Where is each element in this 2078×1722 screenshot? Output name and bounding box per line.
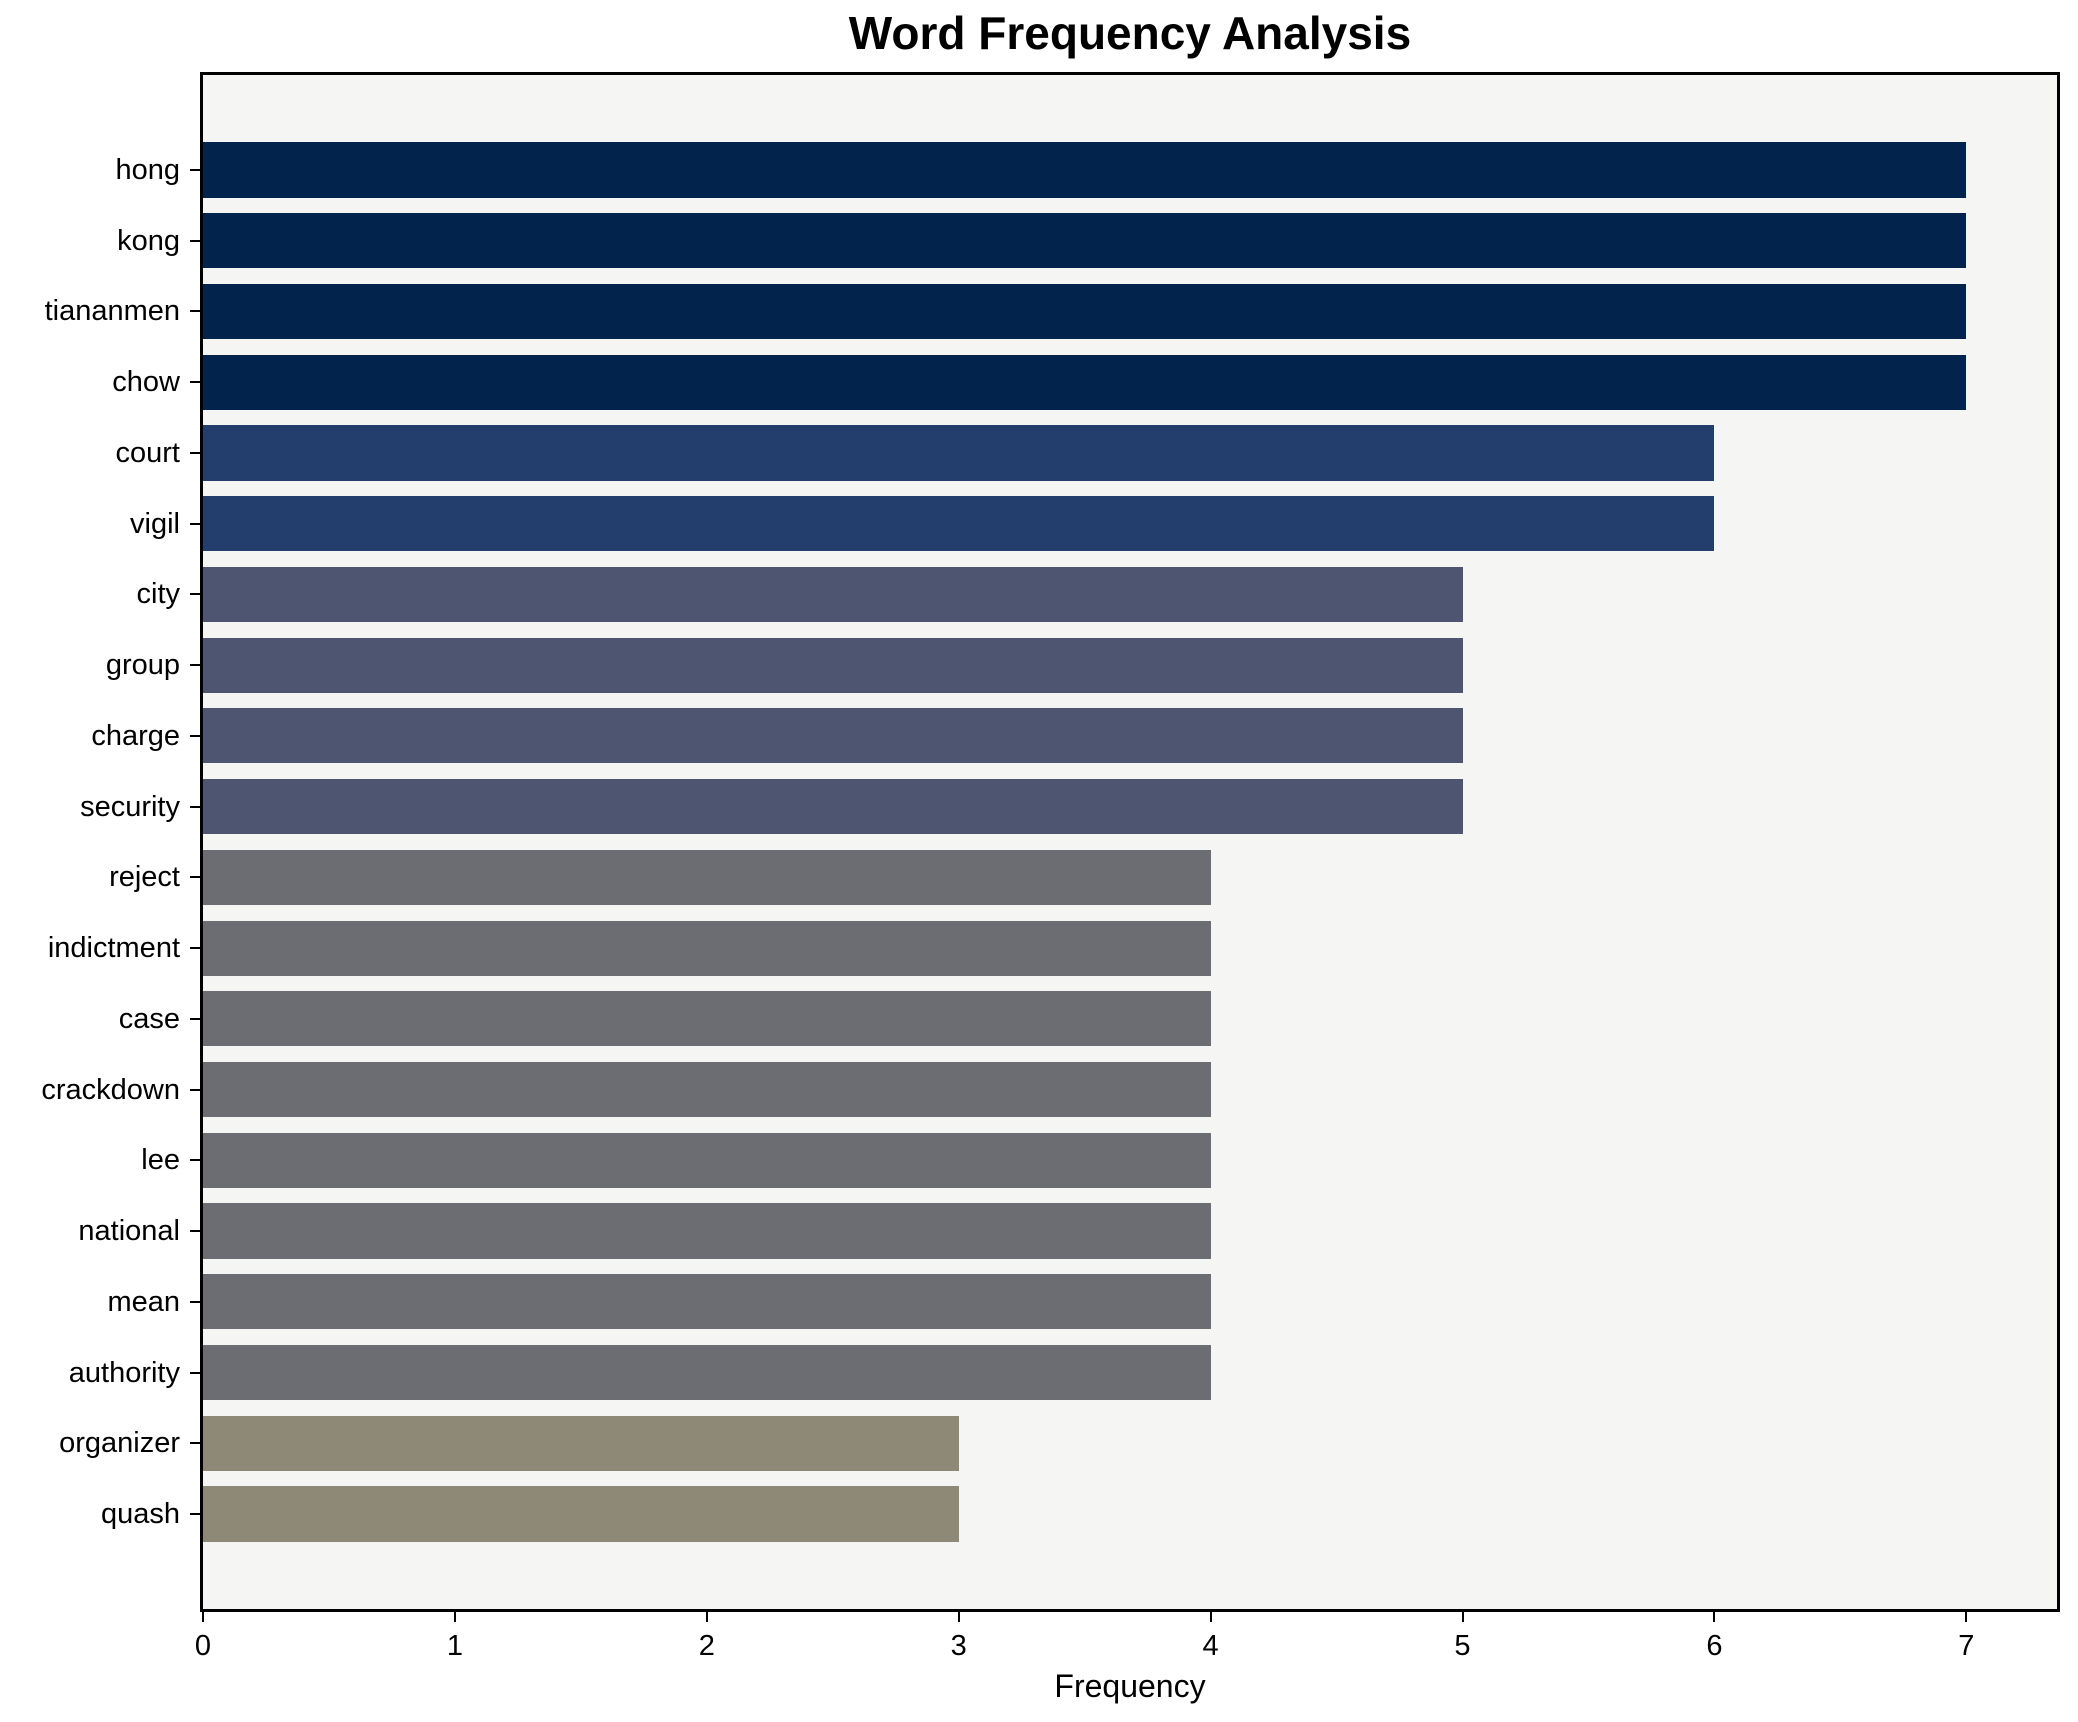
bar <box>203 708 1463 764</box>
y-tick-mark <box>190 1230 200 1233</box>
x-tick-label: 1 <box>446 1630 463 1662</box>
bar <box>203 354 1967 410</box>
y-tick-label: crackdown <box>41 1073 180 1106</box>
y-tick-mark <box>190 522 200 525</box>
y-tick-mark <box>190 947 200 950</box>
bar <box>203 142 1967 198</box>
y-tick-mark <box>190 805 200 808</box>
x-tick-label: 2 <box>698 1630 715 1662</box>
bar <box>203 637 1463 693</box>
y-tick-label: case <box>118 1002 180 1035</box>
y-tick-mark <box>190 734 200 737</box>
y-tick-label: charge <box>91 719 180 752</box>
y-tick-mark <box>190 1017 200 1020</box>
y-tick-label: lee <box>141 1144 180 1177</box>
y-tick-label: tiananmen <box>44 295 180 328</box>
y-tick-mark <box>190 1442 200 1445</box>
y-tick-mark <box>190 1513 200 1515</box>
bar <box>203 1344 1211 1401</box>
y-tick-label: indictment <box>47 932 180 965</box>
x-tick-mark <box>202 1612 204 1622</box>
y-tick-mark <box>190 1088 200 1091</box>
y-tick-label: organizer <box>59 1427 180 1460</box>
bar <box>203 1486 959 1542</box>
x-tick-label: 7 <box>1958 1630 1975 1662</box>
x-tick-label: 4 <box>1202 1630 1219 1662</box>
y-tick-label: city <box>136 578 181 611</box>
y-tick-label: reject <box>109 861 180 894</box>
x-tick-mark <box>705 1612 708 1622</box>
bar <box>203 213 1967 269</box>
x-tick-mark <box>1713 1612 1716 1622</box>
y-tick-label: group <box>105 649 180 682</box>
y-tick-mark <box>190 1371 200 1374</box>
bar <box>203 566 1463 622</box>
bar <box>203 920 1211 976</box>
y-tick-mark <box>190 451 200 454</box>
y-tick-mark <box>190 876 200 879</box>
bar <box>203 425 1715 481</box>
y-tick-mark <box>190 1300 200 1303</box>
bar <box>203 779 1463 835</box>
y-tick-label: quash <box>100 1498 180 1530</box>
bar <box>203 1203 1211 1259</box>
y-tick-label: security <box>80 790 180 823</box>
y-tick-label: chow <box>112 366 180 399</box>
bar <box>203 1415 959 1471</box>
x-tick-label: 3 <box>950 1630 967 1662</box>
y-tick-label: authority <box>68 1356 180 1389</box>
y-tick-mark <box>190 310 200 313</box>
y-tick-mark <box>190 593 200 596</box>
x-tick-label: 0 <box>194 1630 212 1662</box>
y-tick-label: kong <box>117 224 180 257</box>
bar <box>203 849 1211 905</box>
bar <box>203 1132 1211 1188</box>
y-tick-label: national <box>78 1215 180 1248</box>
bar <box>203 991 1211 1047</box>
bar <box>203 1061 1211 1118</box>
bar <box>203 496 1715 552</box>
bar <box>203 283 1967 340</box>
x-tick-mark <box>1209 1612 1212 1622</box>
y-tick-label: hong <box>115 154 180 186</box>
y-tick-mark <box>190 1159 200 1162</box>
bar <box>203 1274 1211 1330</box>
y-tick-label: court <box>115 436 180 469</box>
y-tick-label: mean <box>107 1285 180 1318</box>
y-tick-mark <box>190 239 200 242</box>
x-tick-mark <box>957 1612 960 1622</box>
plot-area <box>200 72 2060 1612</box>
x-axis-label: Frequency <box>1054 1668 1206 1704</box>
x-tick-label: 5 <box>1454 1630 1471 1662</box>
x-tick-label: 6 <box>1706 1630 1723 1662</box>
chart-title: Word Frequency Analysis <box>848 7 1412 59</box>
y-tick-mark <box>190 169 200 171</box>
y-tick-mark <box>190 664 200 667</box>
y-tick-label: vigil <box>130 507 180 540</box>
x-tick-mark <box>453 1612 456 1622</box>
x-tick-mark <box>1965 1612 1968 1622</box>
y-tick-mark <box>190 381 200 384</box>
x-tick-mark <box>1461 1612 1464 1622</box>
